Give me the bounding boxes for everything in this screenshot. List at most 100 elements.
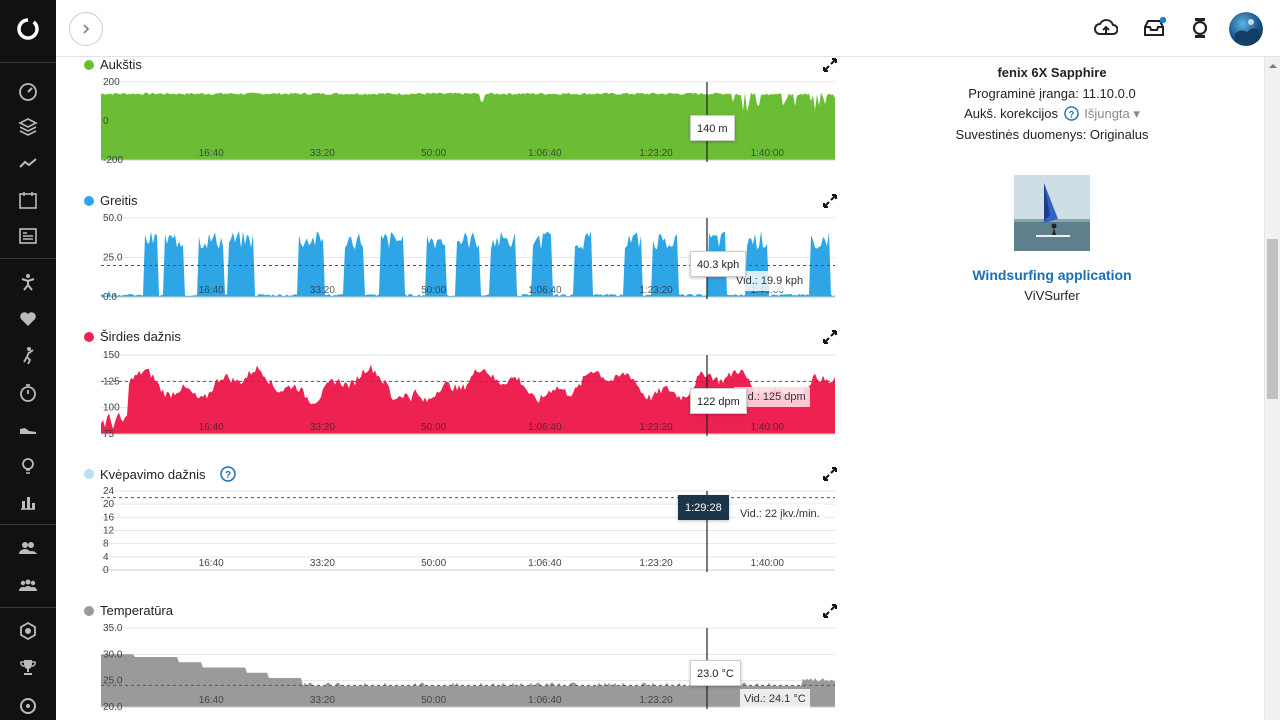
watch-icon[interactable] (1186, 14, 1214, 42)
calendar-icon[interactable] (0, 186, 56, 214)
x-tick-label: 1:40:00 (751, 422, 785, 433)
y-tick-label: 16 (103, 512, 115, 523)
y-tick-label: 8 (103, 539, 109, 550)
temp-title: Temperatūra (100, 603, 173, 618)
activity-charts: 200 0 -200 16:40 33:20 50:00 1:06:40 1:23:20 1:4… (56, 57, 856, 720)
y-tick-label: 20 (103, 499, 115, 510)
upload-cloud-icon[interactable] (1092, 14, 1120, 42)
y-tick-label: 100 (103, 403, 120, 414)
x-tick-label: 1:06:40 (528, 285, 562, 296)
scrollbar-thumb[interactable] (1267, 239, 1278, 399)
page-scrollbar[interactable] (1264, 57, 1280, 720)
device-name: fenix 6X Sapphire (997, 65, 1107, 80)
y-tick-label: 150 (103, 350, 120, 361)
chevron-right-icon (83, 24, 90, 34)
cursor-time-tooltip: 1:29:28 (678, 495, 729, 520)
y-tick-label: 50.0 (103, 213, 123, 224)
x-tick-label: 33:20 (310, 285, 335, 296)
expand-chart-icon[interactable] (822, 57, 838, 73)
x-tick-label: 1:23:20 (639, 558, 673, 569)
svg-text:?: ? (1068, 109, 1074, 119)
expand-chart-icon[interactable] (822, 466, 838, 482)
x-tick-label: 33:20 (310, 695, 335, 706)
news-feed-icon[interactable] (0, 222, 56, 250)
heart-tooltip: 122 dpm (690, 388, 747, 414)
top-bar (56, 0, 1280, 57)
heart-legend-dot (84, 331, 94, 342)
groups-icon[interactable] (0, 571, 56, 599)
avatar[interactable] (1229, 12, 1263, 46)
x-tick-label: 1:06:40 (528, 148, 562, 159)
expand-chart-icon[interactable] (822, 603, 838, 619)
temp-tooltip: 23.0 °C (690, 660, 741, 686)
layers-icon[interactable] (0, 113, 56, 141)
windsurfing-app-link[interactable]: Windsurfing application (972, 267, 1132, 283)
x-tick-label: 1:06:40 (528, 695, 562, 706)
scroll-up-icon[interactable] (1266, 61, 1280, 71)
y-tick-label: 25.0 (103, 676, 123, 687)
resp-title: Kvėpavimo dažnis (100, 466, 206, 482)
elevation-correction-dropdown[interactable]: Išjungta ▾ (1084, 106, 1140, 121)
expand-chart-icon[interactable] (822, 193, 838, 209)
app-developer: ViVSurfer (1024, 288, 1080, 303)
badge-icon[interactable] (0, 617, 56, 645)
speed-tooltip: 40.3 kph (690, 251, 747, 277)
x-tick-label: 1:06:40 (528, 558, 562, 569)
elevation-correction-value: Išjungta (1084, 106, 1130, 121)
dashboard-gauge-icon[interactable] (0, 77, 56, 105)
x-tick-label: 16:40 (199, 422, 224, 433)
software-version: Programinė įranga: 11.10.0.0 (968, 86, 1136, 101)
y-tick-label: 125 (103, 376, 120, 387)
elevation-legend-dot (84, 59, 94, 70)
summary-data: Suvestinės duomenys: Originalus (955, 127, 1149, 142)
y-tick-label: 12 (103, 526, 115, 537)
x-tick-label: 1:23:20 (639, 422, 673, 433)
y-tick-label: 4 (103, 552, 109, 563)
speed-series-area (101, 231, 835, 297)
x-tick-label: 16:40 (199, 148, 224, 159)
chart-title-temp: Temperatūra (84, 603, 173, 618)
caret-down-icon: ▾ (1133, 106, 1140, 121)
heart-icon[interactable] (0, 305, 56, 333)
y-tick-label: 75 (103, 429, 115, 440)
activity-person-icon[interactable] (0, 268, 56, 296)
y-tick-label: 200 (103, 77, 120, 88)
challenges-icon[interactable] (0, 690, 56, 718)
inbox-icon[interactable] (1140, 14, 1168, 42)
help-icon[interactable]: ? (1063, 106, 1079, 121)
elevation-title: Aukštis (100, 57, 142, 72)
connections-icon[interactable] (0, 534, 56, 562)
trophy-icon[interactable] (0, 653, 56, 681)
golf-icon[interactable] (0, 342, 56, 370)
activity-trend-icon[interactable] (0, 149, 56, 177)
x-tick-label: 33:20 (310, 148, 335, 159)
expand-sidebar-button[interactable] (69, 12, 103, 46)
temp-legend-dot (84, 605, 94, 616)
heart-title: Širdies dažnis (100, 329, 181, 344)
notification-dot (1159, 17, 1166, 24)
x-tick-label: 1:23:20 (639, 285, 673, 296)
garmin-connect-logo-icon[interactable] (0, 0, 56, 58)
shoe-icon[interactable] (0, 415, 56, 443)
y-tick-label: 35.0 (103, 623, 123, 634)
heart-series-area (101, 364, 835, 434)
device-info-panel: fenix 6X Sapphire Programinė įranga: 11.… (856, 57, 1264, 720)
x-tick-label: 33:20 (310, 558, 335, 569)
stopwatch-icon[interactable] (0, 379, 56, 407)
lightbulb-icon[interactable] (0, 452, 56, 480)
x-tick-label: 50:00 (421, 285, 446, 296)
bar-chart-icon[interactable] (0, 488, 56, 516)
speed-average-label: Vid.: 19.9 kph (732, 271, 808, 291)
x-tick-label: 1:40:00 (751, 148, 785, 159)
windsurfing-app-image[interactable] (1014, 175, 1090, 251)
x-tick-label: 33:20 (310, 422, 335, 433)
y-tick-label: 25.0 (103, 253, 123, 264)
x-tick-label: 16:40 (199, 695, 224, 706)
elevation-correction: Aukš. korekcijos ? Išjungta ▾ (856, 106, 1248, 122)
x-tick-label: 50:00 (421, 422, 446, 433)
y-tick-label: 30.0 (103, 649, 123, 660)
x-tick-label: 16:40 (199, 285, 224, 296)
help-icon[interactable]: ? (219, 466, 236, 482)
expand-chart-icon[interactable] (822, 329, 838, 345)
speed-title: Greitis (100, 193, 138, 208)
